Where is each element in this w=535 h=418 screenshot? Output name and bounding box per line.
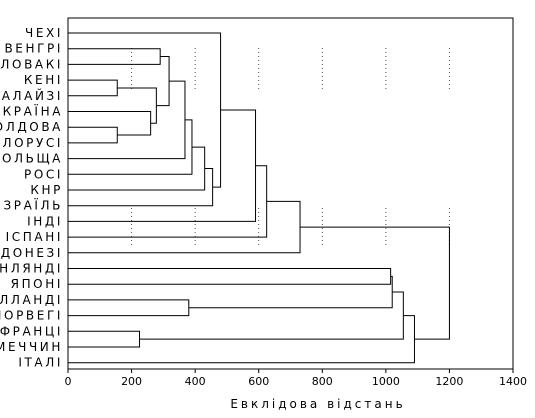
leaf-label: КЕНІ [24,73,63,87]
x-tick-label: 200 [121,375,142,388]
dendrogram-link [117,87,157,124]
dendrogram-link [68,32,222,188]
x-tick-label: 1000 [372,375,400,388]
leaf-label: ІТАЛІ [18,356,63,370]
leaf-label: ФІНЛЯНДІ [0,262,63,276]
dendrogram-link [68,299,190,317]
x-tick-label: 800 [312,375,333,388]
x-axis: 0 200 400 600 800 1000 1200 1400 [65,369,527,388]
dendrogram-link [68,111,152,136]
leaf-label: НІМЕЧЧИН [0,340,63,354]
plot-frame [67,17,514,370]
leaf-label: РОСІ [24,167,63,181]
dendrogram-link [68,126,118,144]
x-tick-label: 600 [248,375,269,388]
dendrogram-link [68,146,206,191]
dendrogram-link [68,200,301,254]
dendrogram-link [300,226,450,340]
leaf-label: КНР [30,183,63,197]
leaf-label: СЛОВАКІ [0,57,63,71]
leaf-label: ФРАНЦІ [0,324,63,338]
leaf-labels: ЧЕХІ ВЕНГРІСЛОВАКІ КЕНІМАЛАЙЗІУКРАЇНАМОЛДО… [0,26,63,370]
leaf-label: МАЛАЙЗІ [0,88,63,103]
dendrogram-link [68,119,193,175]
leaf-label: ГОЛЛАНДІ [0,293,63,307]
dendrogram-links [68,32,450,364]
leaf-label: ПОЛЬЩА [0,152,63,166]
x-tick-label: 400 [185,375,206,388]
dendrogram-link [68,268,392,285]
leaf-label: МОЛДОВА [0,120,63,134]
dendrogram-link [68,315,415,364]
dendrogram-link [68,48,161,65]
leaf-label: ЯПОНІ [11,277,63,291]
leaf-label: ІНДІ [27,214,63,228]
leaf-label: БІЛОРУСІ [0,136,63,150]
dendrogram-link [68,79,118,97]
dendrogram-link [68,330,141,348]
dendrogram-link [68,80,186,160]
grid-lines [131,48,450,245]
leaf-label: НОРВЕГІ [0,309,63,323]
dendrogram-link [139,291,404,340]
x-tick-label: 1200 [435,375,463,388]
x-axis-title: Евклідова відстань [230,397,405,411]
leaf-label: ІНДОНЕЗІ [0,246,63,260]
leaf-label: ІСПАНІ [6,230,63,244]
leaf-label: ВЕНГРІ [4,42,63,56]
x-tick-label: 1400 [499,375,527,388]
x-tick-label: 0 [65,375,72,388]
dendrogram-link [188,275,393,309]
leaf-label: ІЗРАЇЛЬ [0,198,63,213]
leaf-label: УКРАЇНА [0,104,63,119]
leaf-label: ЧЕХІ [25,26,63,40]
dendrogram-link [68,165,268,238]
